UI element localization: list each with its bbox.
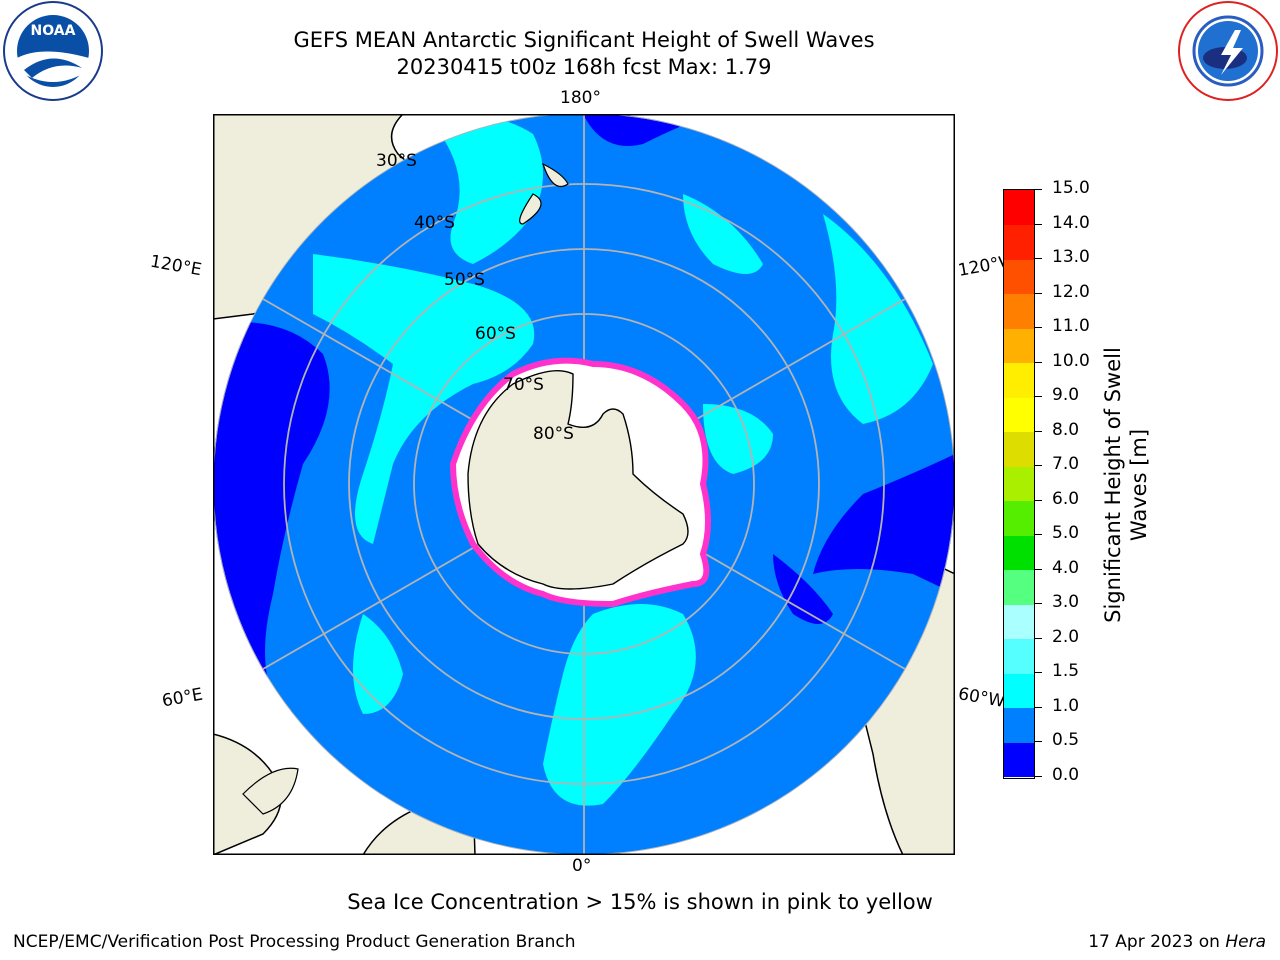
latitude-label-70s: 70°S [503, 375, 544, 395]
colorbar-segment [1004, 190, 1034, 226]
colorbar-label: Significant Height of Swell Waves [m] [1101, 347, 1151, 623]
colorbar-tick-label: 3.0 [1033, 592, 1079, 612]
meridian-label-60w: 60°W [956, 684, 1007, 712]
sea-ice-note: Sea Ice Concentration > 15% is shown in … [347, 890, 933, 914]
colorbar-tick-label: 12.0 [1034, 282, 1090, 302]
meridian-label-60e: 60°E [160, 684, 205, 712]
meridian-label-0: 0° [572, 856, 592, 876]
noaa-logo: NOAA [3, 1, 103, 101]
swell-north [433, 114, 543, 264]
colorbar-segment [1004, 604, 1034, 640]
run-date: 17 Apr 2023 on Hera [1088, 932, 1266, 952]
credit-line: NCEP/EMC/Verification Post Processing Pr… [13, 932, 576, 952]
colorbar-segment [1004, 328, 1034, 364]
latitude-label-30s: 30°S [376, 151, 417, 171]
colorbar-segment [1004, 259, 1034, 295]
land-new-zealand [519, 162, 569, 225]
swell-mid-east [703, 404, 773, 474]
colorbar-segment [1004, 535, 1034, 571]
meridian-label-180: 180° [560, 88, 601, 108]
swell-southwest [313, 254, 535, 544]
colorbar-tick-label: 5.0 [1033, 523, 1079, 543]
colorbar-tick-label: 9.0 [1033, 385, 1079, 405]
colorbar-segment [1004, 569, 1034, 605]
meridian-label-120e: 120°E [148, 251, 204, 281]
colorbar-tick-label: 0.5 [1033, 730, 1079, 750]
colorbar-segment [1004, 500, 1034, 536]
colorbar-tick-label: 11.0 [1034, 316, 1090, 336]
colorbar-segment [1004, 293, 1034, 329]
colorbar-tick-label: 1.0 [1033, 696, 1079, 716]
chart-subtitle: 20230415 t00z 168h fcst Max: 1.79 [396, 55, 772, 79]
colorbar-segment [1004, 673, 1034, 709]
calm-region-east [813, 454, 955, 594]
chart-title: GEFS MEAN Antarctic Significant Height o… [293, 28, 875, 52]
swell-east [823, 214, 933, 424]
latitude-label-60s: 60°S [475, 324, 516, 344]
colorbar-segment [1004, 638, 1034, 674]
nws-logo [1178, 1, 1278, 101]
latitude-label-40s: 40°S [414, 213, 455, 233]
land-madagascar [242, 767, 299, 815]
colorbar-tick-label: 6.0 [1033, 489, 1079, 509]
svg-text:NOAA: NOAA [31, 23, 76, 39]
colorbar-tick-label: 0.0 [1033, 765, 1079, 785]
colorbar-tick-label: 8.0 [1033, 420, 1079, 440]
colorbar-segment [1004, 362, 1034, 398]
colorbar-tick-label: 13.0 [1034, 247, 1090, 267]
colorbar-tick-label: 1.5 [1033, 661, 1079, 681]
machine-name: Hera [1225, 932, 1266, 952]
colorbar-segment [1004, 707, 1034, 743]
land-antarctica [467, 369, 689, 590]
polar-map [213, 114, 955, 855]
colorbar-tick-label: 14.0 [1034, 213, 1090, 233]
latitude-label-80s: 80°S [533, 424, 574, 444]
colorbar-tick-label: 2.0 [1033, 627, 1079, 647]
colorbar-tick-label: 15.0 [1034, 178, 1090, 198]
colorbar-segment [1004, 742, 1034, 778]
colorbar-tick-label: 7.0 [1033, 454, 1079, 474]
colorbar-segment [1004, 224, 1034, 260]
swell-north-east [683, 194, 763, 274]
colorbar-tick-label: 10.0 [1034, 351, 1090, 371]
colorbar-segment [1004, 397, 1034, 433]
colorbar [1003, 189, 1035, 779]
calm-region-southeast [773, 554, 833, 624]
colorbar-segment [1004, 431, 1034, 467]
latitude-label-50s: 50°S [444, 270, 485, 290]
colorbar-tick-label: 4.0 [1033, 558, 1079, 578]
colorbar-segment [1004, 466, 1034, 502]
